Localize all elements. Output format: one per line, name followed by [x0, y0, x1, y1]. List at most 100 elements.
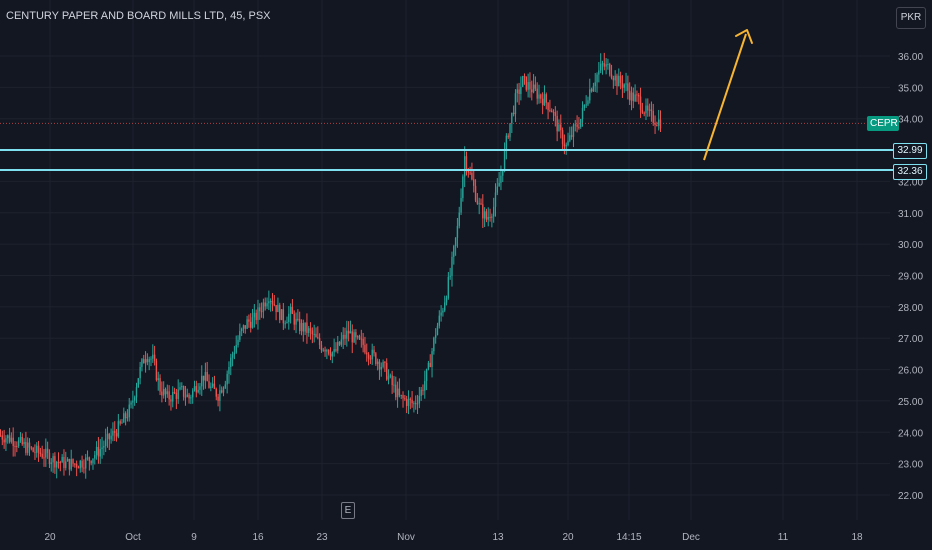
candle-body [520, 86, 522, 94]
candle-body [415, 403, 417, 405]
candle-body [121, 422, 123, 424]
candle-body [364, 344, 366, 353]
candle-body [623, 84, 625, 88]
candle-body [30, 447, 33, 449]
candle-body [92, 458, 94, 464]
candle-body [521, 76, 524, 87]
candle-body [496, 186, 499, 193]
candle-body [632, 92, 635, 102]
candle-body [599, 63, 602, 71]
candle-body [444, 302, 446, 311]
candle-body [384, 361, 386, 363]
candle-body [382, 361, 384, 367]
candle-body [445, 297, 448, 303]
candle-body [262, 302, 265, 312]
candle-body [434, 334, 437, 338]
candle-body [264, 302, 266, 307]
y-tick-label: 35.00 [898, 83, 923, 94]
candle-body [230, 357, 232, 367]
candle-body [636, 94, 638, 96]
candle-body [68, 458, 71, 470]
candle-body [594, 82, 596, 87]
candle-body [494, 192, 497, 207]
candle-body [355, 332, 357, 338]
candle-body [329, 353, 332, 357]
candle-body [333, 349, 335, 353]
candle-body [492, 206, 495, 217]
candle-body [63, 457, 65, 468]
candle-body [88, 457, 91, 461]
candle-body [391, 375, 393, 386]
candle-body [66, 458, 69, 462]
candle-body [369, 358, 372, 360]
candle-body [304, 322, 306, 332]
candle-body [405, 399, 408, 407]
candle-body [161, 391, 163, 396]
y-tick-label: 26.00 [898, 366, 923, 377]
candle-body [525, 76, 528, 90]
candle-body [182, 386, 185, 397]
earnings-badge[interactable]: E [341, 502, 355, 519]
candle-body [257, 307, 259, 321]
candle-body [514, 93, 517, 115]
candle-body [297, 318, 299, 320]
candle-body [211, 383, 214, 387]
candle-body [81, 460, 83, 468]
candle-body [549, 110, 551, 112]
candle-body [23, 442, 25, 445]
candle-body [509, 123, 511, 138]
candle-body [103, 446, 105, 448]
candle-body [395, 384, 397, 398]
candle-body [387, 376, 390, 380]
candle-body [447, 276, 450, 298]
candle-body [19, 436, 22, 441]
candle-body [556, 115, 558, 132]
symbol-price-tag: CEPR [867, 116, 899, 131]
candle-body [532, 84, 535, 93]
candle-body [346, 330, 348, 339]
candle-body [638, 94, 640, 97]
candle-body [240, 328, 243, 332]
level-price-tag-upper: 32.99 [893, 143, 927, 159]
y-axis: 22.00 23.00 24.00 25.00 26.00 27.00 28.00 29.00… [898, 52, 923, 502]
trend-arrow-shaft [703, 33, 747, 161]
candle-body [16, 445, 18, 447]
candle-body [266, 303, 268, 307]
candle-body [463, 156, 466, 177]
candle-body [219, 390, 221, 401]
candle-body [164, 388, 167, 395]
candle-body [141, 359, 143, 367]
candle-body [293, 313, 295, 325]
candle-body [50, 462, 52, 465]
candle-body [609, 64, 611, 75]
candle-body [208, 381, 210, 388]
candle-body [32, 447, 34, 452]
candle-body [335, 349, 337, 351]
candle-body [242, 325, 245, 329]
candle-body [159, 378, 161, 392]
candle-body [431, 351, 433, 368]
candle-body [518, 89, 520, 94]
candle-body [344, 334, 346, 339]
candle-body [342, 334, 344, 340]
candle-body [634, 94, 636, 102]
candle-body [402, 394, 404, 399]
candle-body [639, 96, 642, 110]
candle-body [442, 310, 444, 313]
candle-body [168, 391, 170, 400]
candle-body [540, 94, 542, 99]
candle-body [650, 109, 653, 112]
currency-button[interactable]: PKR [896, 7, 926, 29]
candle-body [607, 64, 609, 66]
candle-body [396, 388, 399, 398]
candle-body [280, 309, 283, 320]
candle-body [25, 442, 27, 453]
candle-body [351, 331, 353, 343]
candle-body [416, 403, 419, 405]
candle-body [190, 397, 192, 399]
candle-body [503, 149, 506, 171]
candle-body [213, 383, 216, 389]
candle-body [440, 312, 442, 316]
candle-body [516, 89, 518, 94]
